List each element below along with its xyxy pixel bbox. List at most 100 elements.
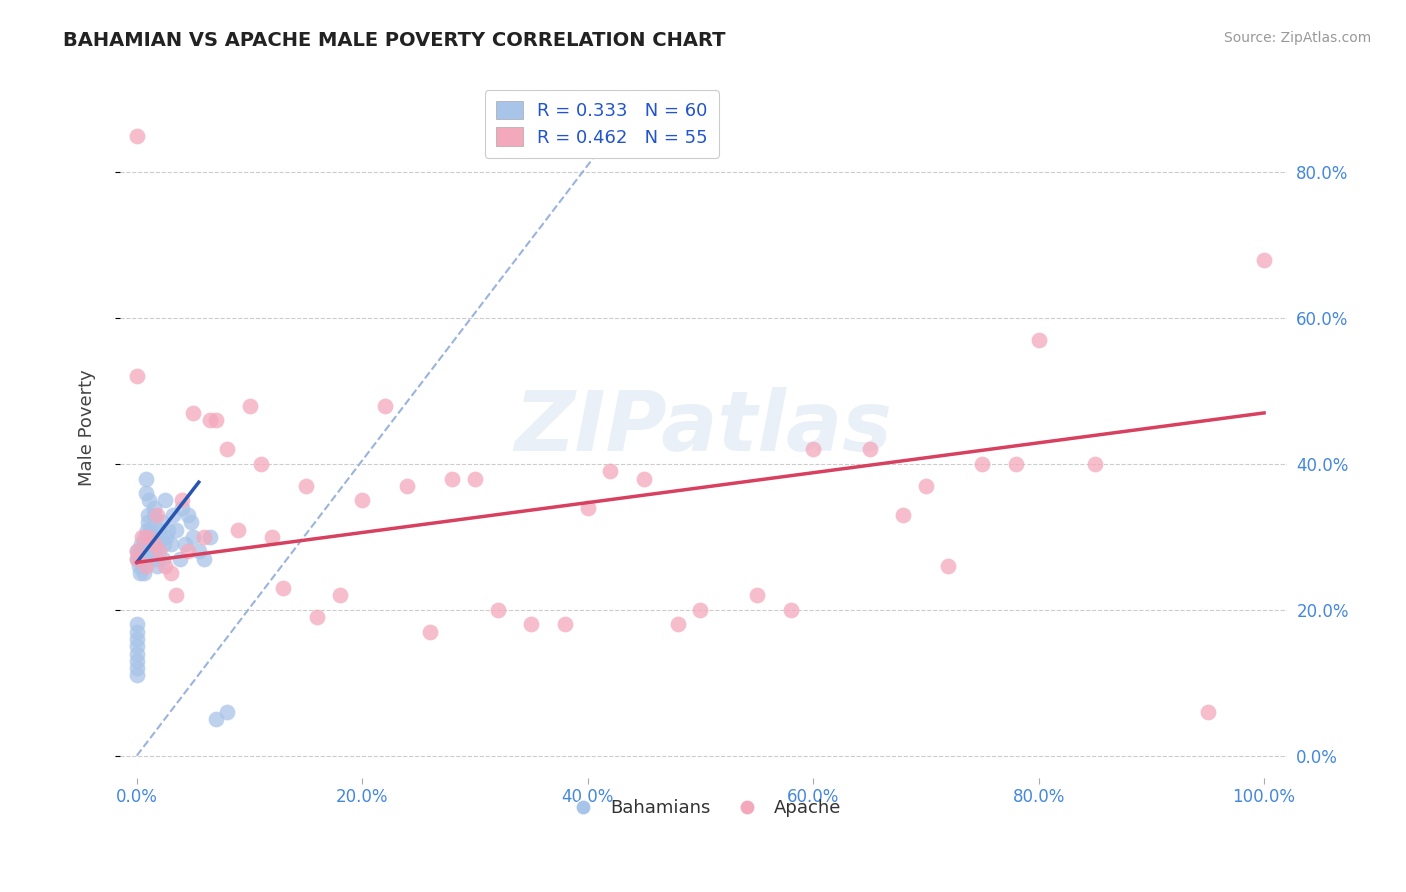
- Point: [136, 544, 159, 558]
- Point: [125, 551, 148, 566]
- Point: [125, 661, 148, 675]
- Point: [125, 128, 148, 143]
- Y-axis label: Male Poverty: Male Poverty: [79, 369, 96, 486]
- Point: [858, 442, 880, 457]
- Point: [125, 624, 148, 639]
- Point: [520, 617, 543, 632]
- Point: [193, 551, 215, 566]
- Point: [441, 471, 464, 485]
- Point: [125, 654, 148, 668]
- Point: [801, 442, 824, 457]
- Point: [1005, 457, 1028, 471]
- Point: [134, 551, 156, 566]
- Point: [915, 479, 938, 493]
- Point: [142, 537, 165, 551]
- Point: [131, 544, 153, 558]
- Point: [141, 537, 163, 551]
- Point: [176, 508, 198, 522]
- Point: [374, 399, 396, 413]
- Point: [419, 624, 441, 639]
- Point: [204, 413, 226, 427]
- Point: [149, 530, 172, 544]
- Point: [157, 523, 180, 537]
- Point: [180, 516, 202, 530]
- Text: BAHAMIAN VS APACHE MALE POVERTY CORRELATION CHART: BAHAMIAN VS APACHE MALE POVERTY CORRELAT…: [63, 31, 725, 50]
- Point: [125, 369, 148, 384]
- Point: [125, 617, 148, 632]
- Point: [329, 588, 352, 602]
- Point: [152, 551, 174, 566]
- Point: [136, 523, 159, 537]
- Legend: Bahamians, Apache: Bahamians, Apache: [558, 792, 848, 824]
- Point: [129, 544, 152, 558]
- Point: [125, 544, 148, 558]
- Point: [1197, 705, 1219, 719]
- Point: [129, 551, 152, 566]
- Point: [136, 508, 159, 522]
- Point: [145, 551, 167, 566]
- Point: [745, 588, 768, 602]
- Text: ZIPatlas: ZIPatlas: [515, 387, 893, 468]
- Point: [148, 544, 170, 558]
- Point: [153, 493, 176, 508]
- Point: [486, 603, 509, 617]
- Point: [128, 551, 150, 566]
- Point: [134, 530, 156, 544]
- Point: [599, 464, 621, 478]
- Point: [938, 559, 960, 574]
- Point: [125, 551, 148, 566]
- Point: [666, 617, 689, 632]
- Point: [176, 544, 198, 558]
- Point: [352, 493, 374, 508]
- Point: [181, 530, 204, 544]
- Point: [136, 516, 159, 530]
- Point: [162, 508, 184, 522]
- Point: [146, 559, 169, 574]
- Point: [125, 640, 148, 654]
- Point: [576, 500, 599, 515]
- Text: Source: ZipAtlas.com: Source: ZipAtlas.com: [1223, 31, 1371, 45]
- Point: [125, 647, 148, 661]
- Point: [464, 471, 486, 485]
- Point: [170, 500, 193, 515]
- Point: [128, 559, 150, 574]
- Point: [169, 551, 191, 566]
- Point: [633, 471, 655, 485]
- Point: [143, 544, 166, 558]
- Point: [148, 523, 170, 537]
- Point: [165, 523, 187, 537]
- Point: [238, 399, 260, 413]
- Point: [129, 537, 152, 551]
- Point: [165, 588, 187, 602]
- Point: [295, 479, 318, 493]
- Point: [131, 559, 153, 574]
- Point: [136, 530, 159, 544]
- Point: [135, 471, 157, 485]
- Point: [1084, 457, 1107, 471]
- Point: [159, 566, 181, 581]
- Point: [142, 508, 165, 522]
- Point: [215, 442, 238, 457]
- Point: [181, 406, 204, 420]
- Point: [125, 544, 148, 558]
- Point: [142, 500, 165, 515]
- Point: [153, 537, 176, 551]
- Point: [159, 537, 181, 551]
- Point: [689, 603, 711, 617]
- Point: [779, 603, 801, 617]
- Point: [262, 530, 284, 544]
- Point: [198, 413, 221, 427]
- Point: [215, 705, 238, 719]
- Point: [132, 537, 155, 551]
- Point: [153, 559, 176, 574]
- Point: [193, 530, 215, 544]
- Point: [174, 537, 197, 551]
- Point: [131, 530, 153, 544]
- Point: [132, 566, 155, 581]
- Point: [129, 566, 152, 581]
- Point: [148, 537, 170, 551]
- Point: [226, 523, 249, 537]
- Point: [135, 559, 157, 574]
- Point: [125, 668, 148, 682]
- Point: [135, 486, 157, 500]
